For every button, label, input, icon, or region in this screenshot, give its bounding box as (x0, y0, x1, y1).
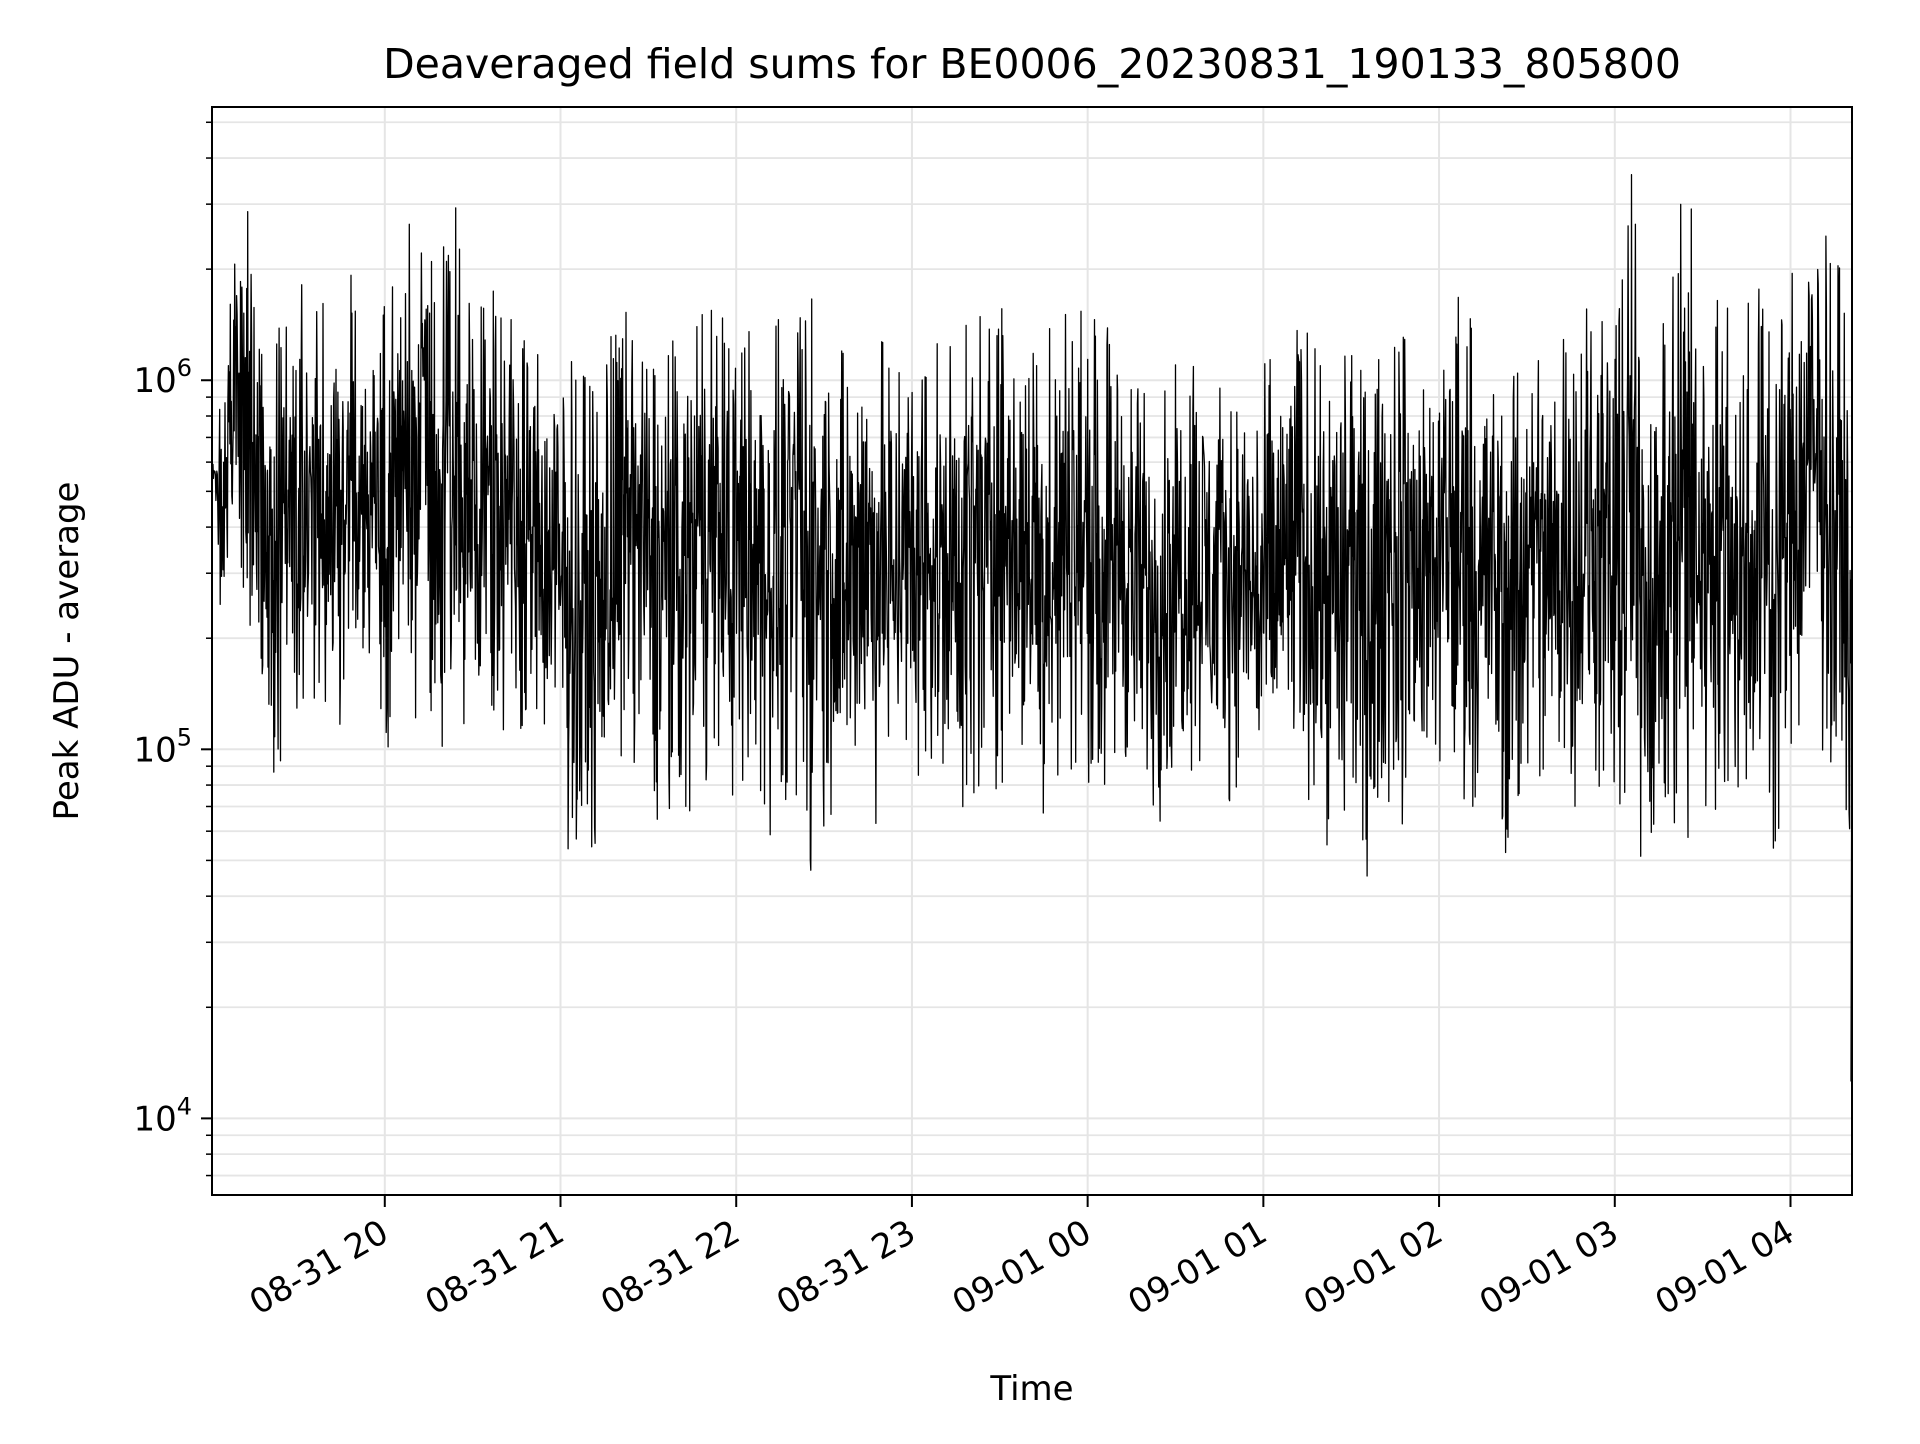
chart-title: Deaveraged field sums for BE0006_2023083… (383, 40, 1681, 88)
y-tick-label: 106 (133, 354, 192, 401)
y-tick-label: 105 (133, 723, 192, 770)
plot-frame (211, 106, 1853, 1196)
series-line (211, 174, 1853, 1082)
x-axis-label: Time (989, 1369, 1073, 1409)
y-axis-label: Peak ADU - average (47, 482, 87, 821)
y-tick-label: 104 (133, 1092, 192, 1139)
series-layer (211, 174, 1853, 1082)
